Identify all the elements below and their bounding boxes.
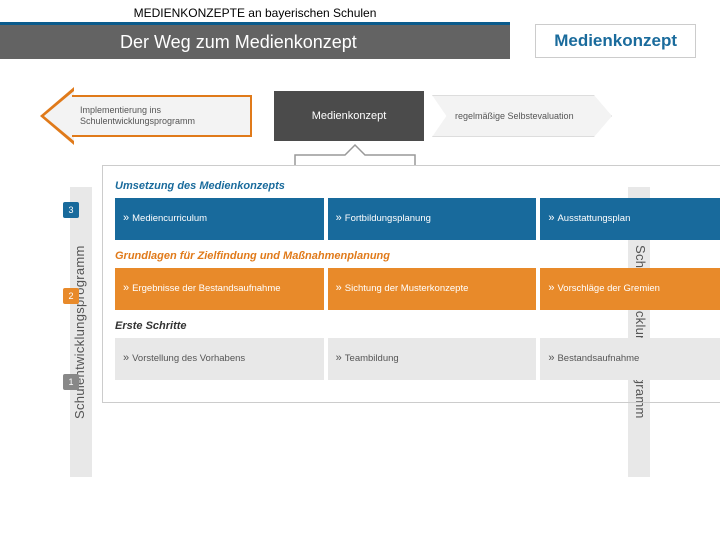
chevron-icon: » [336, 282, 340, 295]
arrow-implementation: Implementierung ins Schulentwicklungspro… [40, 91, 270, 141]
section3-row: » Mediencurriculum » Fortbildungsplanung »… [115, 198, 720, 240]
cell-vorschlaege: » Vorschläge der Gremien [540, 268, 720, 310]
cell-mediencurriculum: » Mediencurriculum [115, 198, 324, 240]
cell-text: Mediencurriculum [132, 213, 207, 224]
chevron-icon: » [123, 212, 127, 225]
section2-row: » Ergebnisse der Bestandsaufnahme » Sichtu… [115, 268, 720, 310]
section1-title: Erste Schritte [115, 320, 720, 332]
chevron-icon: » [548, 282, 552, 295]
chevron-icon: » [123, 352, 127, 365]
step-badge-1: 1 [63, 374, 79, 390]
cell-text: Fortbildungsplanung [345, 213, 431, 224]
diagram-container: Schulentwicklungsprogramm Schulentwicklu… [30, 87, 690, 517]
chevron-icon: » [548, 212, 552, 225]
arrow-head-icon [40, 87, 74, 145]
chevron-right-body: regelmäßige Selbstevaluation [432, 95, 612, 137]
cell-text: Sichtung der Musterkonzepte [345, 283, 469, 294]
top-right-label: Medienkonzept [535, 24, 696, 58]
top-process-row: Implementierung ins Schulentwicklungspro… [40, 87, 680, 145]
connector-bracket [290, 143, 420, 165]
header-subtitle: MEDIENKONZEPTE an bayerischen Schulen [0, 0, 510, 25]
cell-vorstellung: » Vorstellung des Vorhabens [115, 338, 324, 380]
chevron-evaluation: regelmäßige Selbstevaluation [432, 91, 652, 141]
chevron-icon: » [336, 352, 340, 365]
arrow-left-body: Implementierung ins Schulentwicklungspro… [72, 95, 252, 137]
cell-text: Bestandsaufnahme [557, 353, 639, 364]
chevron-icon: » [123, 282, 127, 295]
chevron-icon: » [336, 212, 340, 225]
section1-row: »Vorstellung des Vorhabens »Teambildung … [115, 338, 720, 380]
cell-text: Vorstellung des Vorhabens [132, 353, 245, 364]
cell-text: Ergebnisse der Bestandsaufnahme [132, 283, 280, 294]
cell-ergebnisse: » Ergebnisse der Bestandsaufnahme [115, 268, 324, 310]
page-title: Der Weg zum Medienkonzept [120, 32, 357, 53]
cell-text: Ausstattungsplan [557, 213, 630, 224]
side-label-left: Schulentwicklungsprogramm [70, 187, 92, 477]
arrow-left-line1: Implementierung ins [80, 105, 250, 116]
center-medienkonzept-box: Medienkonzept [274, 91, 424, 141]
step-badge-3: 3 [63, 202, 79, 218]
cell-sichtung: » Sichtung der Musterkonzepte [328, 268, 537, 310]
cell-text: Vorschläge der Gremien [557, 283, 659, 294]
cell-text: Teambildung [345, 353, 399, 364]
main-frame: 3 2 1 Umsetzung des Medienkonzepts »Medi… [102, 165, 720, 403]
title-bar: Der Weg zum Medienkonzept [0, 25, 510, 59]
section2-title: Grundlagen für Zielfindung und Maßnahmen… [115, 250, 720, 262]
step-badge-2: 2 [63, 288, 79, 304]
cell-bestandsaufnahme: » Bestandsaufnahme [540, 338, 720, 380]
cell-teambildung: » Teambildung [328, 338, 537, 380]
cell-ausstattung: » Ausstattungsplan [540, 198, 720, 240]
section3-title: Umsetzung des Medienkonzepts [115, 180, 720, 192]
arrow-left-line2: Schulentwicklungsprogramm [80, 116, 250, 127]
cell-fortbildung: » Fortbildungsplanung [328, 198, 537, 240]
chevron-icon: » [548, 352, 552, 365]
